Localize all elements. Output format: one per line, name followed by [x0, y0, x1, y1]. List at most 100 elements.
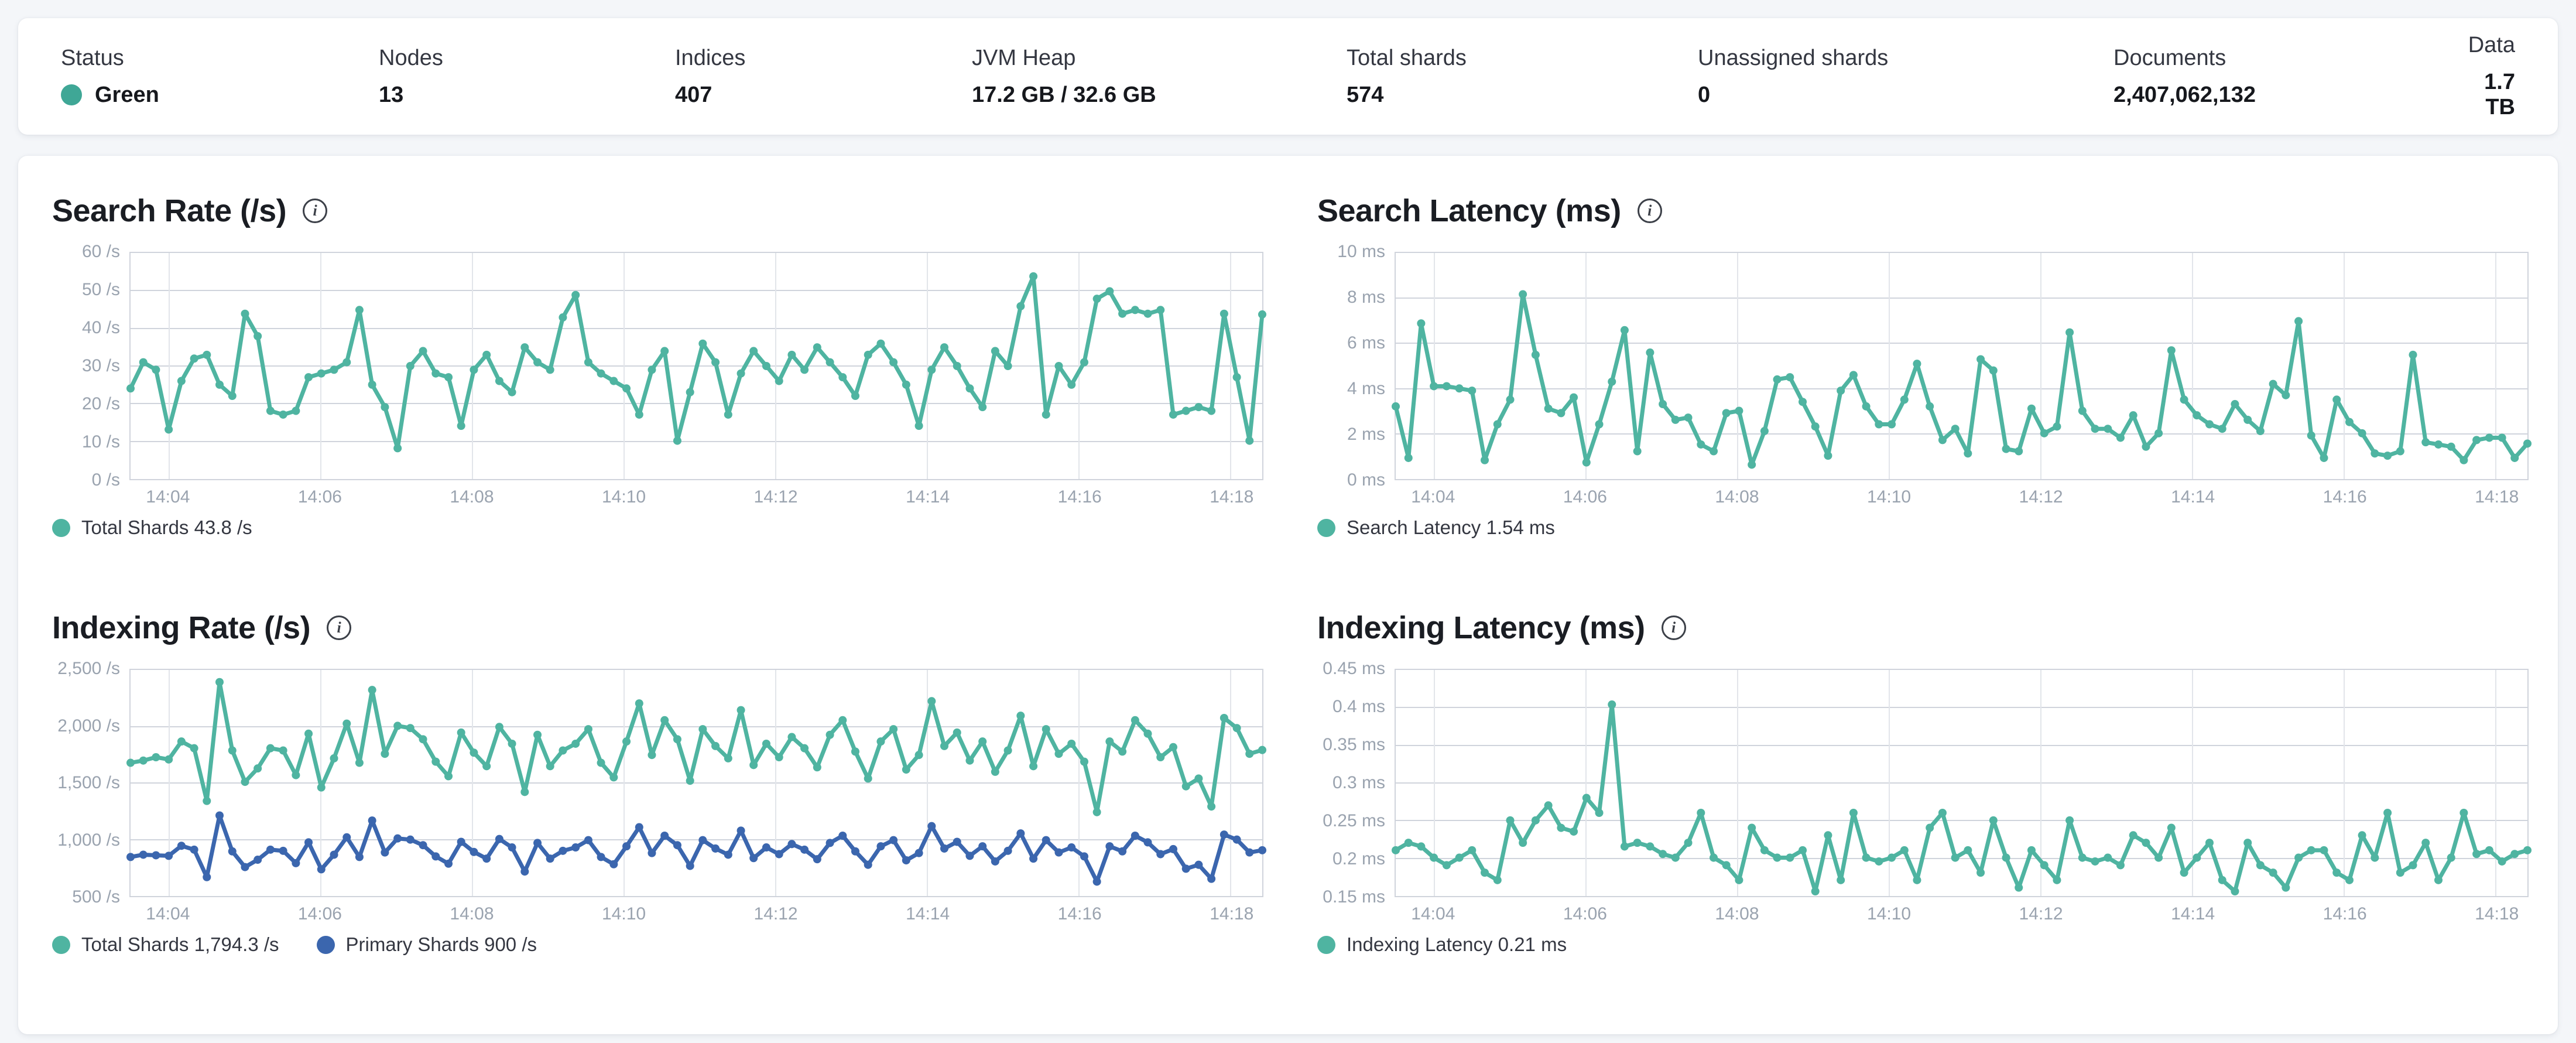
plot-indexing-rate[interactable] — [126, 669, 1267, 897]
data-point-marker — [1016, 829, 1025, 838]
data-point-marker — [584, 358, 592, 367]
data-point-marker — [1926, 402, 1934, 411]
data-point-marker — [775, 377, 783, 385]
legend-item[interactable]: Search Latency 1.54 ms — [1317, 517, 1555, 539]
data-point-marker — [1671, 415, 1680, 424]
v-gridline — [2040, 670, 2041, 896]
plot-search-rate[interactable] — [126, 252, 1267, 480]
h-gridline — [131, 839, 1262, 840]
data-point-marker — [2256, 861, 2265, 870]
data-point-marker — [1417, 319, 1426, 328]
data-point-marker — [1080, 852, 1088, 861]
data-point-marker — [1092, 295, 1101, 303]
data-point-marker — [2282, 391, 2290, 399]
data-point-marker — [520, 788, 529, 796]
data-point-marker — [2269, 379, 2277, 388]
data-point-marker — [508, 388, 516, 396]
x-tick-label: 14:10 — [1866, 487, 1912, 507]
data-point-marker — [660, 347, 669, 355]
data-point-marker — [660, 716, 669, 724]
data-point-marker — [1143, 309, 1152, 318]
series-line-primary-shards — [128, 813, 1265, 884]
v-gridline — [2191, 253, 2193, 479]
data-point-marker — [1169, 410, 1177, 419]
legend-item[interactable]: Total Shards 1,794.3 /s — [52, 933, 279, 956]
data-point-marker — [177, 842, 186, 850]
data-point-marker — [2269, 868, 2277, 877]
x-tick-label: 14:16 — [1057, 904, 1102, 924]
data-point-marker — [190, 354, 198, 363]
y-tick-label: 0.35 ms — [1323, 735, 1385, 754]
data-point-marker — [1913, 876, 1921, 884]
legend-item[interactable]: Total Shards 43.8 /s — [52, 517, 252, 539]
chart-title: Indexing Rate (/s) — [52, 610, 311, 645]
data-point-marker — [737, 826, 745, 835]
data-point-marker — [635, 410, 643, 419]
info-icon[interactable]: i — [1637, 199, 1662, 223]
data-point-marker — [342, 833, 351, 842]
data-point-marker — [508, 843, 516, 852]
info-icon[interactable]: i — [1661, 615, 1686, 640]
data-point-marker — [1105, 842, 1114, 851]
data-point-marker — [2078, 853, 2087, 862]
data-point-marker — [1697, 440, 1705, 449]
data-point-marker — [2320, 453, 2328, 462]
legend-item[interactable]: Indexing Latency 0.21 ms — [1317, 933, 1567, 956]
stat-value: 407 — [675, 82, 712, 107]
data-point-marker — [2307, 431, 2315, 440]
v-gridline — [2343, 670, 2345, 896]
v-gridline — [775, 670, 776, 896]
chart-series-svg — [126, 678, 1267, 886]
info-icon[interactable]: i — [303, 199, 328, 223]
data-point-marker — [495, 377, 503, 385]
data-point-marker — [1245, 436, 1254, 445]
data-point-marker — [965, 756, 974, 765]
data-point-marker — [2104, 853, 2112, 862]
data-point-marker — [1722, 409, 1731, 418]
data-point-marker — [635, 823, 643, 832]
data-point-marker — [330, 850, 338, 859]
data-point-marker — [330, 365, 338, 374]
data-point-marker — [139, 850, 148, 859]
data-point-marker — [546, 854, 554, 863]
data-point-marker — [279, 746, 287, 755]
legend-item[interactable]: Primary Shards 900 /s — [316, 933, 537, 956]
plot-search-latency[interactable] — [1391, 252, 2532, 480]
data-point-marker — [2231, 400, 2239, 409]
data-point-marker — [2459, 456, 2468, 464]
h-gridline — [131, 726, 1262, 727]
data-point-marker — [1404, 453, 1413, 462]
stat-value: 13 — [379, 82, 404, 107]
data-point-marker — [203, 350, 211, 359]
x-axis: 14:04 14:06 14:08 14:10 14:12 14:14 14:16 14:18 — [129, 897, 1263, 925]
plot-indexing-latency[interactable] — [1391, 669, 2532, 897]
x-tick-label: 14:08 — [450, 904, 494, 924]
data-point-marker — [1181, 782, 1190, 791]
data-point-marker — [1232, 373, 1241, 382]
data-point-marker — [368, 816, 376, 825]
data-point-marker — [571, 739, 580, 748]
data-point-marker — [1531, 350, 1540, 359]
data-point-marker — [940, 343, 948, 352]
y-tick-label: 0.45 ms — [1323, 659, 1385, 678]
stat-value: 574 — [1347, 82, 1384, 107]
data-point-marker — [648, 849, 656, 857]
data-point-marker — [2040, 429, 2049, 437]
info-icon[interactable]: i — [327, 615, 352, 640]
data-point-marker — [482, 854, 491, 863]
data-point-marker — [1181, 406, 1190, 415]
data-point-marker — [2116, 433, 2125, 442]
stat-value: 0 — [1698, 82, 1711, 107]
v-gridline — [471, 670, 473, 896]
data-point-marker — [1232, 724, 1241, 733]
cluster-stats-card: Status Green Nodes 13 Indices 407 JVM He… — [18, 18, 2558, 135]
data-point-marker — [1862, 853, 1871, 862]
y-tick-label: 8 ms — [1347, 288, 1385, 307]
h-gridline — [131, 290, 1262, 292]
y-tick-label: 0.3 ms — [1332, 773, 1385, 792]
x-axis: 14:04 14:06 14:08 14:10 14:12 14:14 14:16 14:18 — [1395, 480, 2529, 508]
y-axis: 60 /s 50 /s 40 /s 30 /s 20 /s 10 /s 0 /s — [52, 242, 129, 490]
data-point-marker — [1118, 309, 1127, 318]
data-point-marker — [1964, 449, 1972, 458]
data-point-marker — [876, 737, 885, 746]
